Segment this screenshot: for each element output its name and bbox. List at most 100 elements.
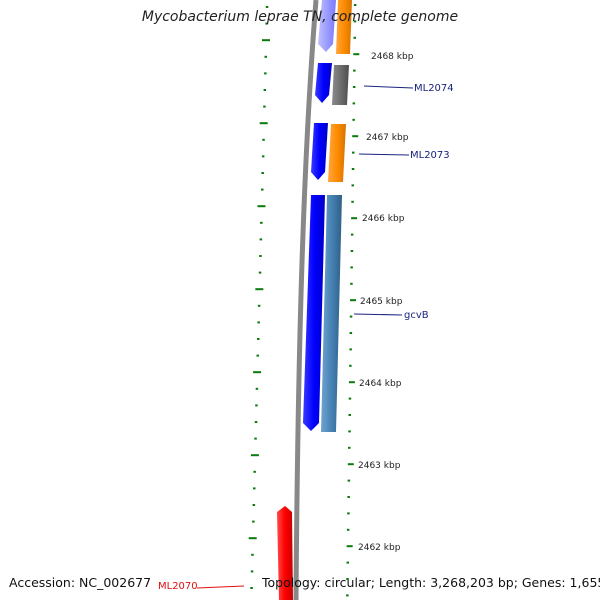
- backbone-ring: [293, 0, 319, 600]
- gc-mark: [262, 39, 270, 42]
- ruler-major-tick: [352, 135, 359, 138]
- gc-content-track: [248, 6, 270, 589]
- gc-mark: [259, 122, 268, 125]
- ruler-minor-tick: [346, 561, 349, 564]
- ruler-minor-tick: [348, 414, 351, 416]
- topology-text: Topology: circular; Length: 3,268,203 bp…: [262, 575, 600, 590]
- ruler-minor-tick: [350, 250, 354, 252]
- leader-ml2074: [363, 85, 414, 89]
- tick-label: 2465 kbp: [360, 297, 403, 307]
- tick-label: 2466 kbp: [362, 214, 405, 224]
- gc-mark: [253, 470, 256, 473]
- ruler-major-tick: [353, 53, 360, 56]
- tick-label: 2468 kbp: [371, 52, 414, 62]
- gc-mark: [262, 138, 265, 141]
- ruler-minor-tick: [352, 102, 356, 105]
- map-title: Mycobacterium leprae TN, complete genome: [141, 9, 459, 25]
- ruler-minor-tick: [353, 20, 357, 23]
- gene-label-ml2070: ML2070: [158, 581, 198, 592]
- cds-orange-mid: [328, 124, 346, 182]
- gene-label-gcvb: gcvB: [404, 310, 429, 321]
- cds-ml2074: [315, 63, 332, 103]
- gc-mark: [252, 520, 255, 523]
- cds-gcvb: [303, 195, 325, 431]
- gc-mark: [259, 238, 263, 241]
- leader-gcvb: [353, 313, 403, 316]
- ruler-minor-tick: [348, 397, 352, 400]
- cds-ml2073: [311, 123, 328, 180]
- gc-mark: [257, 338, 260, 340]
- gc-mark: [261, 188, 264, 191]
- gc-mark: [259, 255, 262, 257]
- gc-mark: [264, 72, 267, 75]
- gc-mark: [254, 437, 257, 440]
- ruler-minor-tick: [348, 430, 351, 433]
- ruler-major-tick: [351, 217, 358, 220]
- tick-label: 2462 kbp: [358, 543, 401, 553]
- leader-ml2070: [196, 585, 245, 589]
- tick-label: 2467 kbp: [366, 133, 409, 143]
- ruler-minor-tick: [349, 315, 353, 318]
- leader-ml2073: [358, 153, 410, 156]
- accession-text: Accession: NC_002677: [9, 575, 152, 590]
- ruler-minor-tick: [352, 151, 355, 154]
- ruler-minor-tick: [346, 528, 350, 531]
- gc-mark: [250, 587, 253, 589]
- ruler-minor-tick: [346, 578, 349, 580]
- cds-orange-top: [336, 0, 352, 54]
- gc-mark: [248, 537, 257, 540]
- ruler-major-tick: [348, 381, 355, 384]
- ruler-major-tick: [347, 463, 354, 466]
- ruler-minor-tick: [352, 118, 355, 121]
- gc-mark: [263, 105, 266, 108]
- ruler-minor-tick: [347, 479, 351, 482]
- ruler-minor-tick: [347, 512, 350, 515]
- ruler-minor-tick: [352, 86, 356, 88]
- cds-steelblue: [321, 195, 342, 432]
- gc-mark: [258, 271, 262, 274]
- ruler-minor-tick: [351, 168, 355, 170]
- gc-mark: [252, 504, 256, 506]
- gc-mark: [261, 172, 264, 174]
- ruler-minor-tick: [353, 4, 357, 6]
- ruler-minor-tick: [348, 446, 351, 449]
- ruler-minor-tick: [350, 233, 354, 236]
- ruler-minor-tick: [351, 200, 354, 203]
- cds-faded-top: [318, 0, 336, 52]
- cds-gray: [332, 65, 349, 105]
- gene-label-ml2073: ML2073: [410, 150, 450, 161]
- gc-mark: [261, 155, 265, 158]
- ruler-minor-tick: [347, 496, 350, 498]
- gc-mark: [250, 570, 254, 573]
- gene-label-ml2074: ML2074: [414, 83, 454, 94]
- gc-mark: [253, 371, 262, 374]
- gc-mark: [255, 387, 259, 390]
- ruler-major-tick: [346, 545, 353, 548]
- gc-mark: [250, 454, 259, 457]
- ruler-minor-tick: [351, 184, 354, 187]
- ruler-major-tick: [350, 299, 356, 302]
- cds-ml2070: [277, 506, 293, 600]
- ruler-minor-tick: [346, 594, 349, 597]
- gc-mark: [255, 404, 258, 407]
- gc-mark: [254, 421, 258, 423]
- gc-mark: [263, 89, 267, 91]
- gc-mark: [253, 487, 256, 490]
- gc-mark: [265, 6, 269, 8]
- ruler-minor-tick: [353, 69, 356, 72]
- ruler-minor-tick: [349, 332, 353, 334]
- ruler-minor-tick: [350, 282, 353, 285]
- position-ruler: [346, 4, 360, 597]
- ruler-minor-tick: [353, 36, 356, 39]
- ruler-minor-tick: [349, 348, 352, 351]
- gc-mark: [264, 55, 267, 58]
- tick-label: 2463 kbp: [358, 461, 401, 471]
- gc-mark: [257, 205, 266, 208]
- gc-mark: [251, 553, 254, 556]
- gc-mark: [265, 22, 268, 25]
- gc-mark: [256, 354, 259, 357]
- gc-mark: [260, 221, 263, 224]
- gc-mark: [257, 321, 260, 324]
- gc-mark: [255, 288, 264, 291]
